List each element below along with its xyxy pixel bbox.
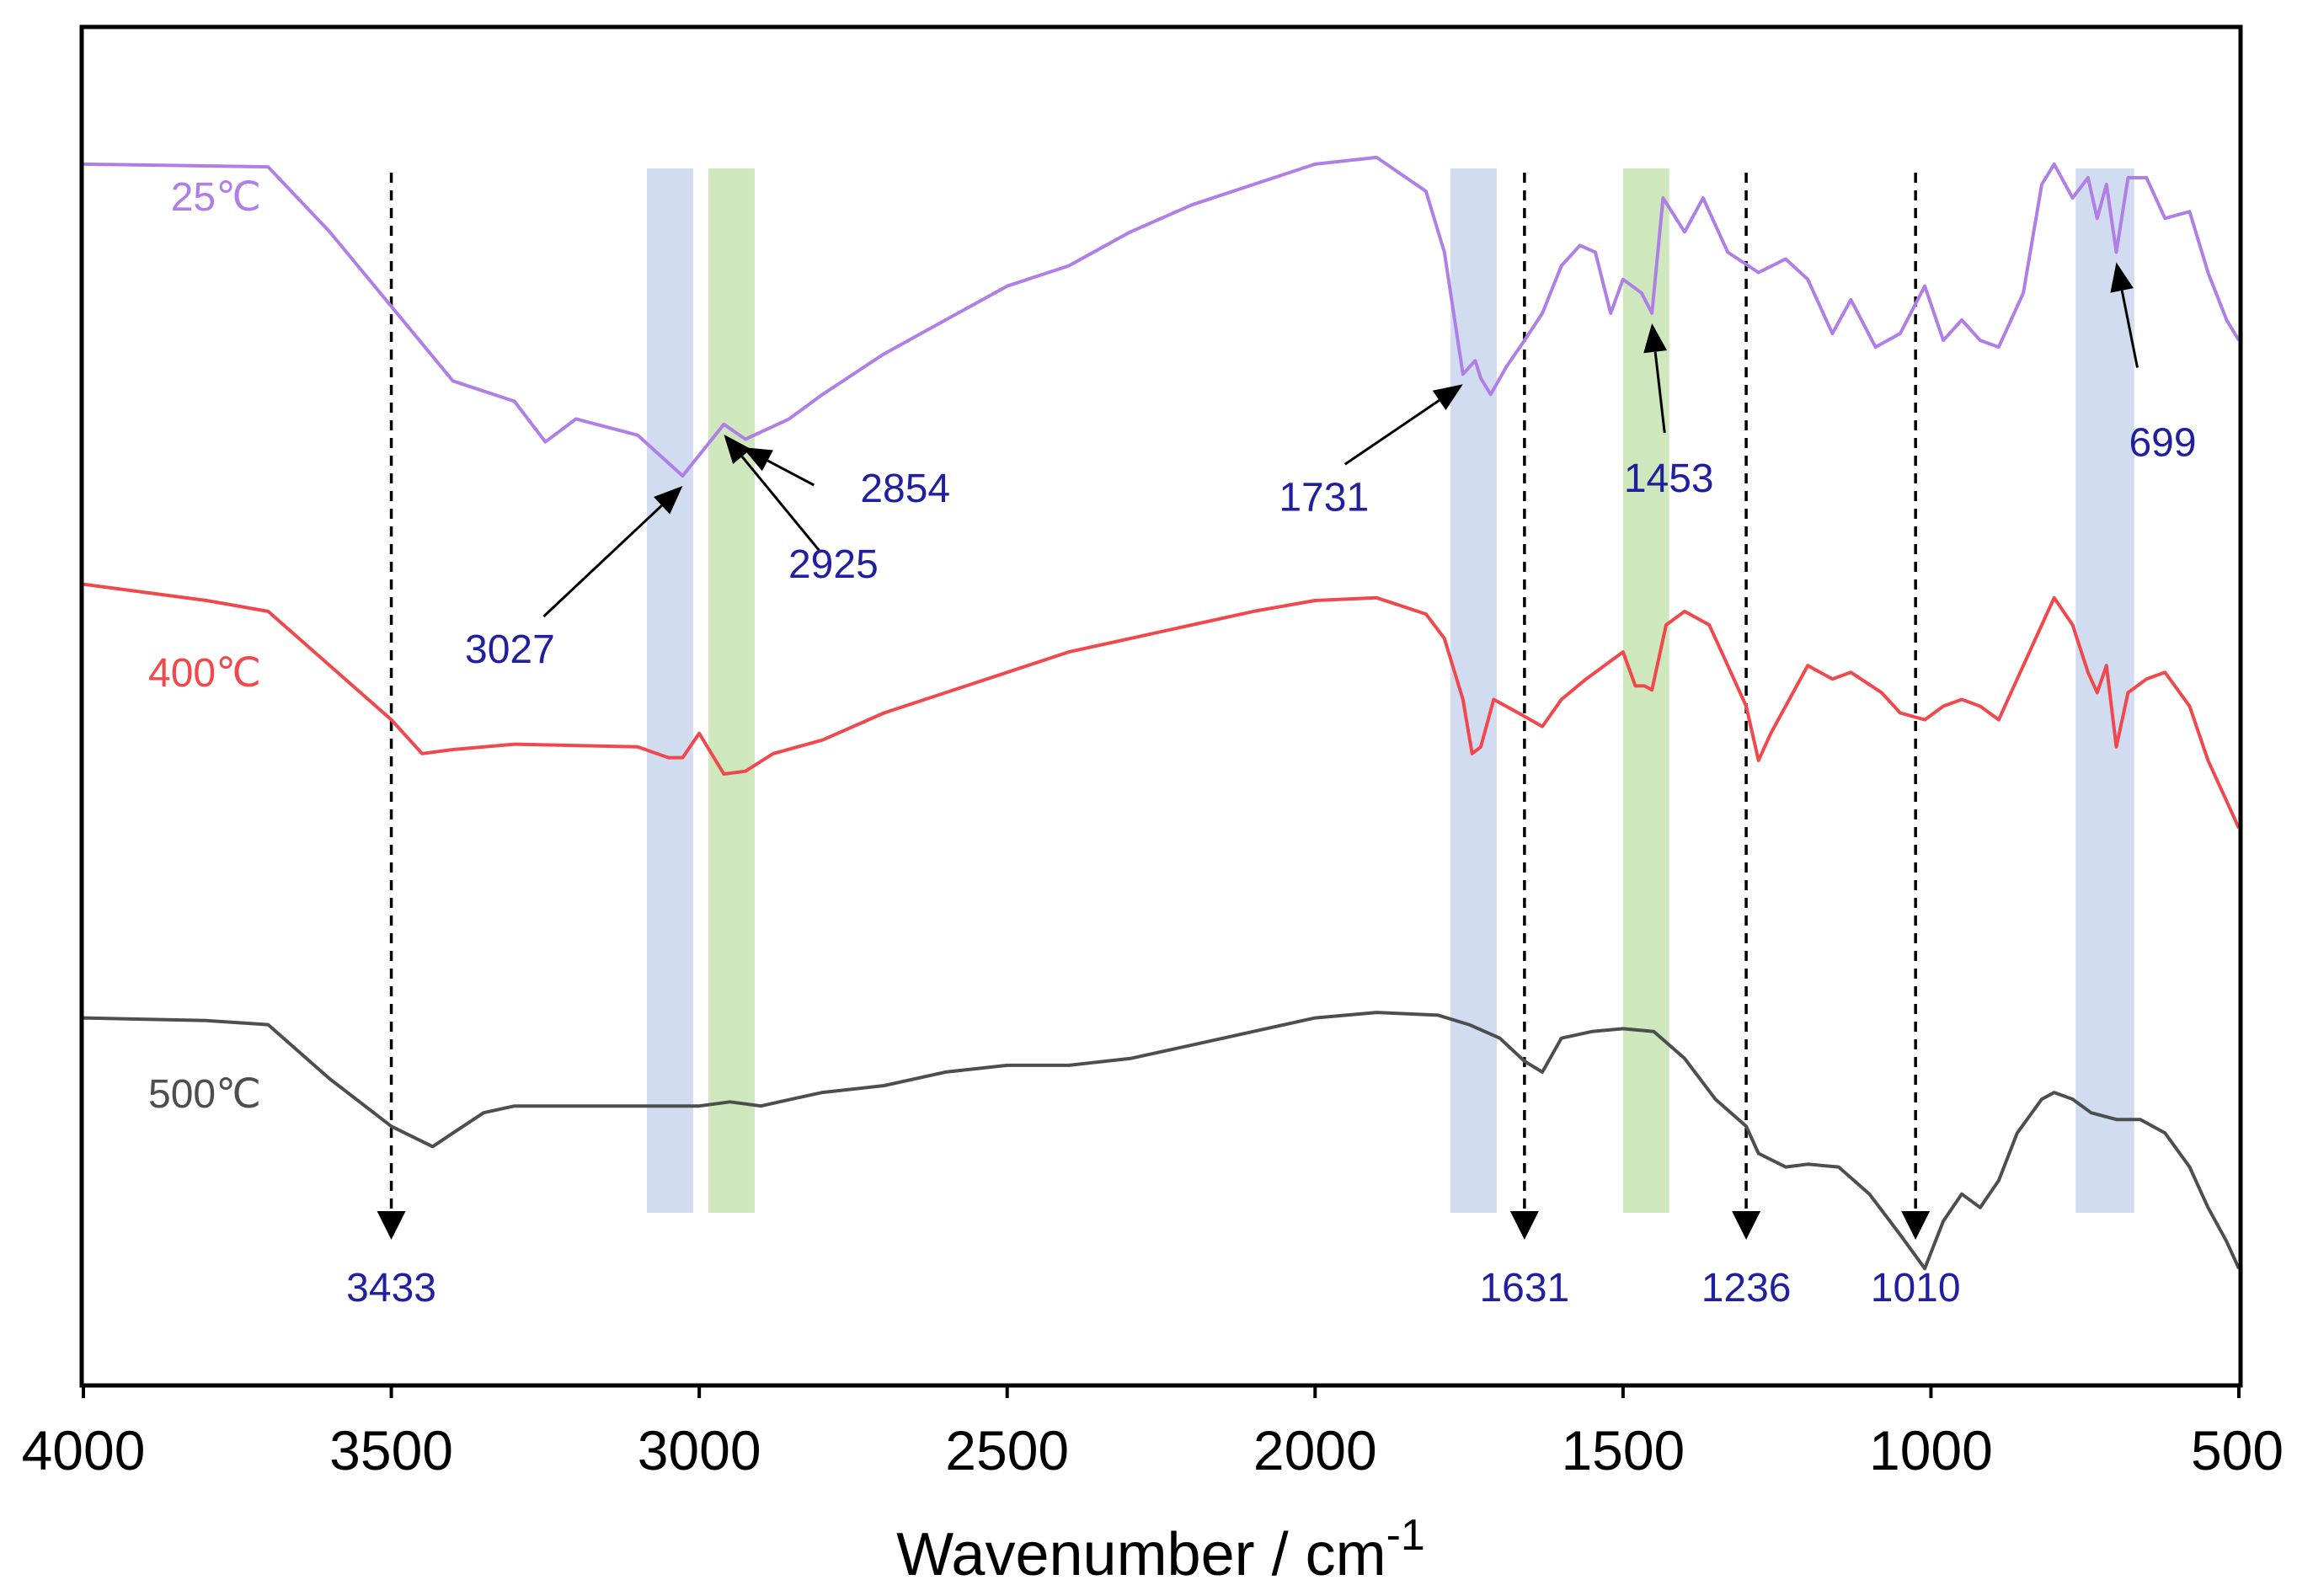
series-labels: 25℃ 400℃ 500℃ bbox=[148, 175, 261, 1117]
marker-label-1631: 1631 bbox=[1479, 1266, 1569, 1310]
x-tick-label-2000: 2000 bbox=[1253, 1419, 1377, 1481]
annotation-label-1453: 1453 bbox=[1624, 456, 1714, 501]
annotation-arrow-3027 bbox=[542, 504, 663, 618]
dashed-marker-arrowhead-1 bbox=[377, 1211, 406, 1240]
x-tick-label-3000: 3000 bbox=[638, 1419, 761, 1481]
dashed-marker-arrowhead-3 bbox=[1732, 1211, 1761, 1240]
annotation-label-2925: 2925 bbox=[788, 542, 879, 587]
x-tick-label-2500: 2500 bbox=[945, 1419, 1069, 1481]
dashed-marker-lines bbox=[377, 173, 1931, 1240]
marker-label-1010: 1010 bbox=[1871, 1266, 1961, 1310]
series-line-500c bbox=[83, 1011, 2241, 1271]
annotation-arrow-1453 bbox=[1653, 351, 1666, 434]
x-tick-label-3500: 3500 bbox=[329, 1419, 453, 1481]
annotation-label-2854: 2854 bbox=[860, 467, 950, 511]
x-tick-label-1500: 1500 bbox=[1561, 1419, 1685, 1481]
x-tick-label-4000: 4000 bbox=[22, 1419, 146, 1481]
annotation-arrowhead-2854 bbox=[742, 446, 773, 472]
dashed-marker-arrowhead-4 bbox=[1901, 1211, 1931, 1240]
marker-label-1236: 1236 bbox=[1701, 1266, 1792, 1310]
annotation-arrowhead-1731 bbox=[1432, 384, 1463, 410]
annotation-arrow-699 bbox=[2120, 290, 2139, 368]
annotation-arrowhead-2925 bbox=[724, 434, 751, 464]
annotation-arrow-2925 bbox=[740, 456, 822, 553]
annotation-arrowhead-1453 bbox=[1643, 323, 1668, 354]
x-tick-label-1000: 1000 bbox=[1869, 1419, 1993, 1481]
plot-frame bbox=[79, 24, 2243, 1388]
marker-label-3433: 3433 bbox=[346, 1266, 436, 1310]
annotation-arrowhead-699 bbox=[2110, 262, 2134, 293]
annotation-arrow-2854 bbox=[767, 459, 815, 487]
annotation-labels: 3433 1631 1236 1010 3027 2925 2854 1731 1453 699 bbox=[346, 420, 2196, 1310]
highlight-band-5 bbox=[2075, 168, 2134, 1213]
annotation-arrowhead-3027 bbox=[654, 485, 683, 515]
annotation-arrow-1731 bbox=[1343, 399, 1440, 466]
annotation-label-3027: 3027 bbox=[465, 627, 555, 672]
series-line-25c bbox=[83, 155, 2241, 478]
series-label-25c: 25℃ bbox=[171, 175, 261, 220]
annotation-arrows bbox=[542, 262, 2139, 618]
x-axis-title-superscript: -1 bbox=[1386, 1511, 1425, 1560]
x-axis-title: Wavenumber / cm-1 bbox=[896, 1511, 1425, 1588]
highlight-band-4 bbox=[1622, 168, 1669, 1213]
spectrum-series bbox=[83, 155, 2241, 1271]
highlight-band-3 bbox=[1450, 168, 1497, 1213]
highlight-band-1 bbox=[646, 168, 693, 1213]
annotation-label-699: 699 bbox=[2129, 420, 2196, 465]
x-tick-label-500: 500 bbox=[2191, 1419, 2284, 1481]
x-axis-title-text: Wavenumber / cm bbox=[896, 1521, 1386, 1588]
series-line-400c bbox=[83, 582, 2241, 830]
dashed-marker-arrowhead-2 bbox=[1509, 1211, 1539, 1240]
annotation-label-1731: 1731 bbox=[1279, 475, 1369, 520]
x-axis-ticks: 4000 3500 3000 2500 2000 1500 1000 500 bbox=[22, 1385, 2284, 1481]
highlight-band-2 bbox=[708, 168, 755, 1213]
series-label-400c: 400℃ bbox=[148, 651, 261, 696]
series-label-500c: 500℃ bbox=[148, 1072, 261, 1117]
